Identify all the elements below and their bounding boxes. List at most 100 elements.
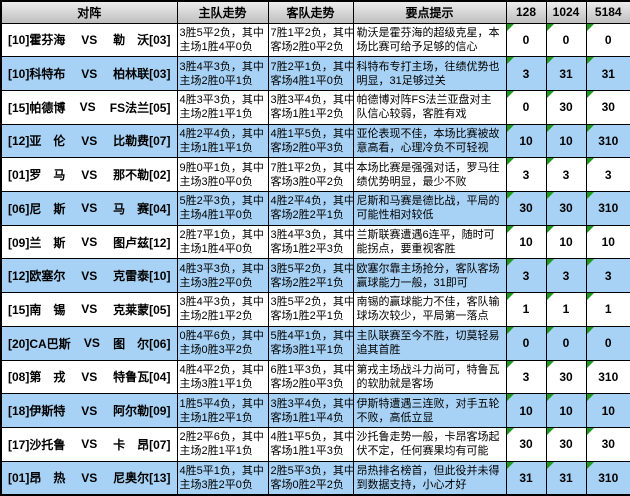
vs-label: VS: [81, 369, 98, 384]
tip-text: 昂热排名榜首，但此役并未得到数据支持，小心才好: [356, 464, 500, 491]
cell-corner-marker-icon: [507, 91, 514, 98]
odds-1024-value: 31: [559, 66, 573, 81]
away-team-label: 图卢兹[12]: [113, 235, 171, 250]
cell-corner-marker-icon: [507, 394, 514, 402]
away-trend-cell: 3胜5平2负，其中 客场2胜2平1负: [267, 258, 354, 294]
odds-1024-value: 3: [562, 268, 570, 283]
tip-cell: 兰斯联赛遭遇6连平，随时可能拐点，要重视客胜: [352, 224, 507, 260]
table-row: [09]兰 斯 VS 图卢兹[12] 2胜7平1负，其中 主场1胜4平0负 3胜…: [0, 224, 630, 260]
tip-text: 兰斯联赛遭遇6连平，随时可能拐点，要重视客胜: [356, 229, 495, 256]
odds-128-value: 10: [519, 133, 533, 148]
matchup-cell: [17]沙托鲁 VS 卡 昂[07]: [0, 426, 178, 462]
away-trend-line1: 7胜1平2负，其中: [270, 161, 353, 174]
away-team-label: 阿尔勒[09]: [113, 404, 171, 419]
odds-1024-cell: 3: [545, 157, 587, 193]
odds-5184-cell: 1: [585, 292, 630, 327]
tip-text: 沙托鲁走势一般，卡昂客场起伏不定，任何赛果均有可能: [356, 431, 500, 458]
vs-label: VS: [81, 403, 98, 418]
matchup-cell: [12]亚 伦 VS 比勒费[07]: [0, 123, 178, 159]
odds-128-value: 10: [519, 235, 533, 250]
tip-cell: 科特布专打主场，往绩优势也明显，31足够过关: [352, 56, 507, 91]
odds-5184-cell: 310: [585, 191, 630, 226]
home-team-label: [17]沙托鲁: [8, 437, 66, 452]
col-header-odds-128: 128: [505, 0, 547, 24]
away-trend-cell: 3胜3平4负，其中 客场1胜1平2负: [267, 89, 354, 125]
home-trend-line1: 0胜4平6负，其中: [179, 330, 264, 343]
odds-1024-cell: 30: [545, 359, 587, 395]
col-header-home-trend: 主队走势: [176, 0, 269, 24]
odds-128-cell: 10: [505, 393, 547, 428]
odds-128-value: 30: [519, 437, 533, 452]
odds-128-cell: 3: [505, 359, 547, 395]
cell-corner-marker-icon: [587, 462, 594, 469]
cell-corner-marker-icon: [547, 327, 554, 334]
tip-text: 帕德博对阵FS法兰亚盘对主队信心较弱，客胜有戏: [356, 94, 492, 121]
cell-corner-marker-icon: [547, 394, 554, 402]
odds-128-cell: 0: [505, 22, 547, 58]
odds-1024-cell: 10: [545, 393, 587, 428]
cell-corner-marker-icon: [547, 259, 554, 267]
cell-corner-marker-icon: [587, 394, 594, 402]
tip-cell: 昂热排名榜首，但此役并未得到数据支持，小心才好: [352, 460, 507, 496]
away-trend-line2: 客场1胜1平2负: [270, 108, 344, 121]
home-trend-line2: 主场4胜1平0负: [179, 209, 253, 222]
vs-label: VS: [81, 66, 98, 81]
home-trend-cell: 2胜7平1负，其中 主场1胜4平0负: [176, 224, 269, 260]
odds-1024-value: 30: [559, 437, 573, 452]
tip-cell: 第戎主场战斗力尚可，特鲁瓦的软肋就是客场: [352, 359, 507, 395]
tip-text: 本场比赛是强强对话，罗马往绩优势明显，最少不败: [356, 161, 500, 188]
odds-128-cell: 0: [505, 325, 547, 361]
matchup-cell: [20]CA巴斯 VS 图 尔[06]: [0, 325, 178, 361]
home-team-label: [10]霍芬海: [8, 33, 66, 48]
home-trend-line2: 主场1胜4平0负: [179, 243, 253, 256]
home-team-label: [01]昂 热: [8, 471, 66, 486]
away-trend-line2: 客场3胜1平1负: [270, 344, 344, 357]
away-team-label: 那不勒[02]: [113, 168, 171, 183]
home-team-label: [15]帕德博: [8, 100, 66, 115]
away-trend-cell: 3胜3平4负，其中 客场1胜1平4负: [267, 393, 354, 428]
matchup-cell: [12]欧塞尔 VS 克雷泰[10]: [0, 258, 178, 294]
cell-corner-marker-icon: [587, 91, 594, 98]
odds-1024-value: 10: [559, 133, 573, 148]
cell-corner-marker-icon: [507, 259, 514, 267]
home-trend-line2: 主场1胜1平1负: [179, 141, 253, 154]
cell-corner-marker-icon: [547, 23, 554, 31]
home-trend-line2: 主场1胜2平1负: [179, 411, 253, 424]
home-trend-cell: 4胜3平3负，其中 主场3胜2平0负: [176, 258, 269, 294]
odds-128-value: 0: [522, 100, 530, 115]
odds-128-value: 31: [519, 470, 533, 485]
odds-1024-cell: 10: [545, 123, 587, 159]
away-team-label: 尼奥尔[13]: [113, 471, 171, 486]
away-trend-line1: 3胜3平4负，其中: [270, 397, 353, 410]
vs-label: VS: [81, 437, 98, 452]
home-trend-line1: 5胜2平3负，其中: [179, 195, 264, 208]
home-team-label: [06]尼 斯: [8, 201, 66, 216]
home-trend-line2: 主场1胜4平0负: [179, 40, 253, 53]
away-trend-line2: 客场1胜2平1负: [270, 310, 344, 323]
matchup-cell: [18]伊斯特 VS 阿尔勒[09]: [0, 393, 178, 428]
away-team-label: 图 尔[06]: [113, 336, 171, 351]
away-trend-line1: 4胜1平5负，其中: [270, 431, 353, 444]
home-trend-cell: 0胜4平6负，其中 主场0胜3平2负: [176, 325, 269, 361]
odds-5184-cell: 310: [585, 359, 630, 395]
vs-label: VS: [81, 268, 98, 283]
odds-1024-cell: 10: [545, 224, 587, 260]
cell-corner-marker-icon: [547, 428, 554, 435]
away-team-label: 比勒费[07]: [113, 134, 171, 149]
away-trend-line1: 3胜5平2负，其中: [270, 296, 353, 309]
odds-5184-value: 10: [601, 403, 615, 418]
odds-1024-cell: 30: [545, 191, 587, 226]
away-team-label: 克雷泰[10]: [113, 269, 171, 284]
matchup-cell: [06]尼 斯 VS 马 赛[04]: [0, 191, 178, 226]
odds-128-cell: 3: [505, 56, 547, 91]
odds-5184-value: 0: [604, 336, 612, 351]
tip-text: 南锡的赢球能力不佳，客队输球场次较少，平局第一落点: [356, 296, 500, 323]
cell-corner-marker-icon: [587, 259, 594, 267]
odds-5184-value: 10: [601, 235, 615, 250]
col-header-away-trend: 客队走势: [267, 0, 354, 24]
home-trend-line2: 主场3胜1平1负: [179, 377, 253, 390]
home-trend-line2: 主场3胜2平0负: [179, 276, 253, 289]
table-row: [12]亚 伦 VS 比勒费[07] 4胜2平4负，其中 主场1胜1平1负 4胜…: [0, 123, 630, 159]
home-trend-line1: 9胜0平1负，其中: [179, 161, 264, 174]
odds-5184-value: 1: [604, 302, 612, 317]
